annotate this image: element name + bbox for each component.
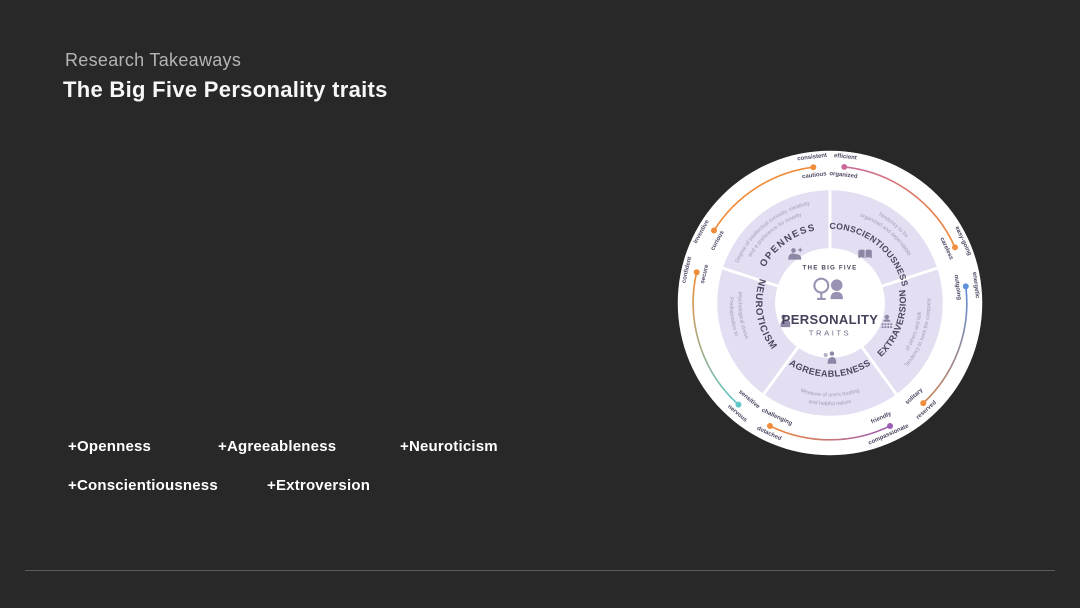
svg-text:Measure of one's trusting: Measure of one's trusting xyxy=(800,388,861,399)
center-subtitle: TRAITS xyxy=(809,329,851,338)
pole-consistent: consistent xyxy=(797,153,827,163)
neuroticism-arc xyxy=(692,271,740,406)
legend-item-agreeableness: +Agreeableness xyxy=(218,438,337,455)
center-title: PERSONALITY xyxy=(782,312,879,327)
group-of-people-icon xyxy=(881,314,893,329)
sector-desc-agreeableness-2: and helpful nature xyxy=(808,399,852,407)
extraversion-arc xyxy=(922,285,968,404)
big-five-wheel-svg: OPENNESS CONSCIENTIOUSNESS EXTRAVERSION … xyxy=(677,150,983,456)
legend-item-conscientiousness: +Conscientiousness xyxy=(68,477,218,494)
wheel-center-circle xyxy=(775,248,885,358)
open-book-icon xyxy=(858,249,872,259)
reading-person-sparkle-icon xyxy=(788,247,803,260)
agreeableness-arc xyxy=(769,425,891,441)
conscientiousness-arc xyxy=(843,166,956,249)
mirror-reflection-icon xyxy=(813,277,844,301)
pole-secure: secure xyxy=(700,263,710,284)
pole-confident: confident xyxy=(681,256,693,284)
pole-energetic: energetic xyxy=(971,272,980,300)
center-eyebrow: THE BIG FIVE xyxy=(803,264,858,271)
slide-eyebrow: Research Takeaways xyxy=(65,50,242,70)
pole-outgoing: outgoing xyxy=(953,274,962,300)
trait-arcs xyxy=(692,166,968,441)
stressed-person-icon xyxy=(780,314,791,328)
legend-item-neuroticism: +Neuroticism xyxy=(400,438,498,455)
footer-divider xyxy=(25,570,1055,571)
pole-cautious: cautious xyxy=(802,171,828,180)
big-five-wheel: OPENNESS CONSCIENTIOUSNESS EXTRAVERSION … xyxy=(671,144,989,462)
sector-desc-agreeableness-1: Measure of one's trusting xyxy=(800,388,861,399)
svg-text:and helpful nature: and helpful nature xyxy=(808,399,852,407)
sector-desc-neuroticism-1: Predisposition to xyxy=(728,297,740,337)
openness-arc xyxy=(713,166,815,232)
arc-end-dots xyxy=(693,163,969,429)
pole-efficient: efficient xyxy=(834,153,857,161)
page-title: The Big Five Personality traits xyxy=(63,77,388,102)
legend-item-extroversion: +Extroversion xyxy=(267,477,371,494)
helping-person-icon xyxy=(823,351,837,364)
svg-text:Predisposition to: Predisposition to xyxy=(728,297,740,337)
legend-item-openness: +Openness xyxy=(68,438,152,455)
pole-organized: organized xyxy=(829,171,858,180)
